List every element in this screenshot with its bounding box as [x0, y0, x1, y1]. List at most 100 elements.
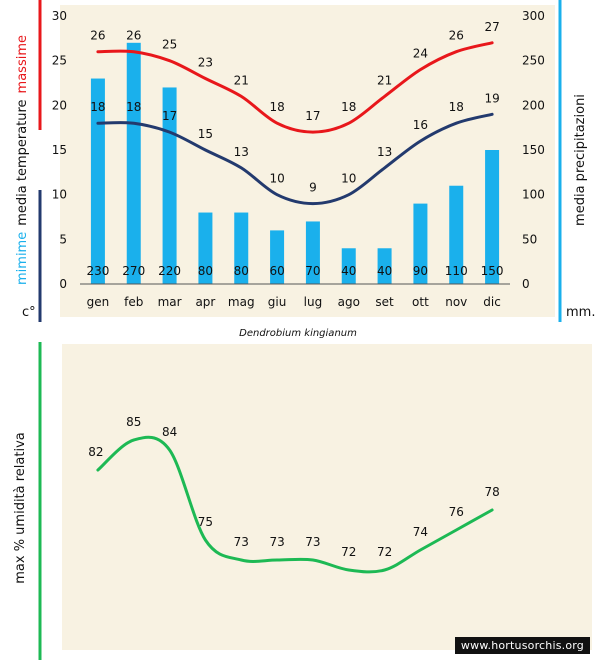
- left-tick-label: 15: [52, 143, 67, 157]
- category-label: apr: [195, 295, 215, 309]
- precip-value-label: 70: [305, 264, 320, 278]
- max-temp-label: 18: [269, 100, 284, 114]
- max-temp-label: 24: [413, 47, 428, 61]
- category-label: gen: [87, 295, 110, 309]
- left-tick-label: 20: [52, 98, 67, 112]
- left-tick-label: 10: [52, 188, 67, 202]
- humidity-value-label: 73: [305, 535, 320, 549]
- precip-value-label: 80: [234, 264, 249, 278]
- category-label: mag: [228, 295, 255, 309]
- max-temp-label: 21: [234, 73, 249, 87]
- left-tick-label: 5: [59, 232, 67, 246]
- right-tick-label: 100: [522, 188, 545, 202]
- max-temp-label: 25: [162, 38, 177, 52]
- precip-bar: [198, 212, 213, 284]
- category-label: lug: [304, 295, 323, 309]
- max-temp-label: 27: [484, 20, 499, 34]
- humidity-value-label: 73: [234, 535, 249, 549]
- precip-bar: [485, 150, 500, 284]
- humidity-value-label: 78: [484, 485, 499, 499]
- category-label: set: [375, 295, 394, 309]
- min-temp-label: 19: [484, 91, 499, 105]
- humidity-value-label: 72: [377, 545, 392, 559]
- precip-bar: [234, 212, 249, 284]
- left-tick-label: 0: [59, 277, 67, 291]
- top-chart-title: Dendrobium kingianum: [239, 328, 357, 339]
- min-temp-label: 18: [126, 100, 141, 114]
- left-axis-title-max: massime: [15, 35, 30, 93]
- min-temp-label: 18: [449, 100, 464, 114]
- category-label: ott: [412, 295, 429, 309]
- min-temp-label: 15: [198, 127, 213, 141]
- right-tick-label: 150: [522, 143, 545, 157]
- min-temp-label: 13: [377, 145, 392, 159]
- humidity-value-label: 74: [413, 525, 428, 539]
- max-temp-label: 26: [449, 29, 464, 43]
- precip-bar: [90, 78, 105, 285]
- right-tick-label: 300: [522, 9, 545, 23]
- humidity-value-label: 76: [449, 505, 464, 519]
- precip-value-label: 230: [86, 264, 109, 278]
- min-temp-label: 17: [162, 109, 177, 123]
- precip-bar: [449, 185, 464, 284]
- max-temp-label: 17: [305, 109, 320, 123]
- left-axis-unit: c°: [22, 305, 36, 320]
- humidity-value-label: 82: [88, 445, 103, 459]
- precip-bar: [377, 248, 392, 284]
- precip-bar: [413, 203, 428, 284]
- max-temp-line: [96, 41, 494, 134]
- min-temp-label: 9: [309, 181, 317, 195]
- min-temp-label: 16: [413, 118, 428, 132]
- right-tick-label: 200: [522, 98, 545, 112]
- humidity-value-label: 75: [198, 515, 213, 529]
- precip-bar: [270, 230, 285, 284]
- left-axis-title-min: mimime: [15, 232, 30, 285]
- precip-value-label: 40: [377, 264, 392, 278]
- max-temp-label: 26: [126, 29, 141, 43]
- category-label: giu: [268, 295, 287, 309]
- max-temp-label: 23: [198, 56, 213, 70]
- precip-value-label: 110: [445, 264, 468, 278]
- precip-value-label: 220: [158, 264, 181, 278]
- humidity-value-label: 72: [341, 545, 356, 559]
- category-label: ago: [338, 295, 360, 309]
- left-tick-label: 25: [52, 54, 67, 68]
- max-temp-label: 21: [377, 73, 392, 87]
- min-temp-label: 10: [269, 172, 284, 186]
- right-tick-label: 50: [522, 232, 537, 246]
- precip-value-label: 90: [413, 264, 428, 278]
- max-temp-label: 26: [90, 29, 105, 43]
- humidity-value-label: 84: [162, 425, 177, 439]
- max-temp-label: 18: [341, 100, 356, 114]
- humidity-value-label: 85: [126, 415, 141, 429]
- precip-value-label: 80: [198, 264, 213, 278]
- precip-bar: [305, 221, 320, 284]
- precip-bar: [162, 87, 177, 284]
- category-label: feb: [124, 295, 143, 309]
- min-temp-label: 13: [234, 145, 249, 159]
- precip-value-label: 270: [122, 264, 145, 278]
- precip-bar: [126, 42, 141, 284]
- humidity-line: [96, 435, 494, 574]
- left-tick-label: 30: [52, 9, 67, 23]
- right-axis-unit: mm.: [566, 305, 595, 320]
- right-tick-label: 250: [522, 54, 545, 68]
- left-axis-title-mid: media temperature: [15, 99, 30, 225]
- watermark: www.hortusorchis.org: [454, 637, 590, 654]
- category-label: mar: [158, 295, 182, 309]
- right-axis-title: media precipitazioni: [573, 94, 588, 226]
- min-temp-label: 10: [341, 172, 356, 186]
- humidity-value-label: 73: [269, 535, 284, 549]
- right-tick-label: 0: [522, 277, 530, 291]
- precip-value-label: 60: [269, 264, 284, 278]
- min-temp-label: 18: [90, 100, 105, 114]
- min-temp-line: [96, 112, 494, 206]
- humidity-axis-title: max % umidità relativa: [13, 432, 28, 584]
- precip-value-label: 40: [341, 264, 356, 278]
- precip-bar: [341, 248, 356, 284]
- left-axis-title: mimime media temperature massime: [15, 35, 30, 285]
- precip-value-label: 150: [481, 264, 504, 278]
- category-label: nov: [445, 295, 467, 309]
- category-label: dic: [483, 295, 501, 309]
